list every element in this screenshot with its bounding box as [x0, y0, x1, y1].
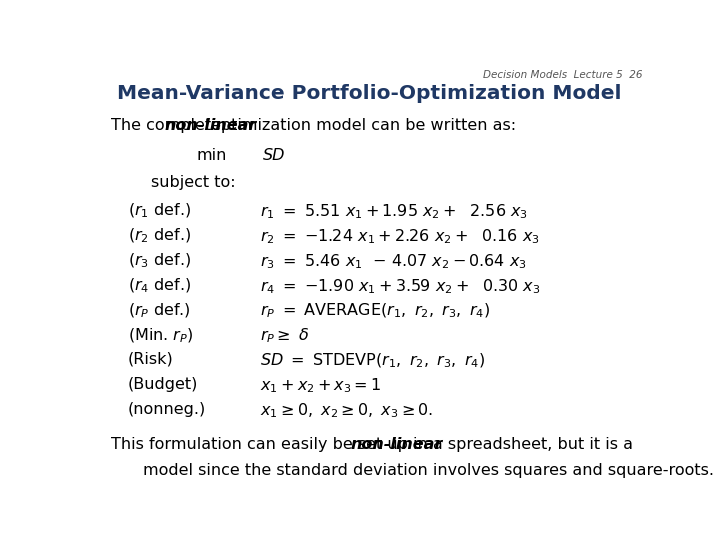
Text: $r_3\ =\ 5.46\ x_1\ \ {-}\ 4.07\ x_2 - 0.64\ x_3$: $r_3\ =\ 5.46\ x_1\ \ {-}\ 4.07\ x_2 - 0…: [260, 252, 527, 271]
Text: optimization model can be written as:: optimization model can be written as:: [205, 118, 516, 133]
Text: $x_1 \geq 0,\ x_2 \geq 0,\ x_3 \geq 0.$: $x_1 \geq 0,\ x_2 \geq 0,\ x_3 \geq 0.$: [260, 402, 433, 420]
Text: This formulation can easily be set up in a spreadsheet, but it is a: This formulation can easily be set up in…: [111, 437, 639, 452]
Text: $(r_P$ def.): $(r_P$ def.): [128, 302, 191, 320]
Text: non-linear: non-linear: [165, 118, 257, 133]
Text: The complete: The complete: [111, 118, 226, 133]
Text: (Min. $r_P)$: (Min. $r_P)$: [128, 327, 194, 345]
Text: $r_P\ =\ \mathrm{AVERAGE}(r_1,\ r_2,\ r_3,\ r_4)$: $r_P\ =\ \mathrm{AVERAGE}(r_1,\ r_2,\ r_…: [260, 302, 490, 320]
Text: $r_P \geq\ \delta$: $r_P \geq\ \delta$: [260, 327, 310, 346]
Text: non-linear: non-linear: [350, 437, 443, 452]
Text: model since the standard deviation involves squares and square-roots.: model since the standard deviation invol…: [143, 463, 714, 478]
Text: SD: SD: [263, 148, 285, 163]
Text: subject to:: subject to:: [151, 175, 236, 190]
Text: Decision Models  Lecture 5  26: Decision Models Lecture 5 26: [483, 70, 642, 80]
Text: $SD\ =\ \mathrm{STDEVP}(r_1,\ r_2,\ r_3,\ r_4)$: $SD\ =\ \mathrm{STDEVP}(r_1,\ r_2,\ r_3,…: [260, 352, 485, 370]
Text: $r_4\ =\ {-}1.90\ x_1 + 3.59\ x_2 +\ \ 0.30\ x_3$: $r_4\ =\ {-}1.90\ x_1 + 3.59\ x_2 +\ \ 0…: [260, 277, 541, 295]
Text: $(r_3$ def.): $(r_3$ def.): [128, 252, 191, 271]
Text: min: min: [196, 148, 226, 163]
Text: (nonneg.): (nonneg.): [128, 402, 206, 416]
Text: $(r_4$ def.): $(r_4$ def.): [128, 277, 191, 295]
Text: Mean-Variance Portfolio-Optimization Model: Mean-Variance Portfolio-Optimization Mod…: [117, 84, 621, 103]
Text: (Budget): (Budget): [128, 376, 198, 392]
Text: $(r_2$ def.): $(r_2$ def.): [128, 227, 191, 245]
Text: $r_1\ =\ 5.51\ x_1 + 1.95\ x_2 +\ \ 2.56\ x_3$: $r_1\ =\ 5.51\ x_1 + 1.95\ x_2 +\ \ 2.56…: [260, 202, 528, 221]
Text: (Risk): (Risk): [128, 352, 174, 367]
Text: $(r_1$ def.): $(r_1$ def.): [128, 202, 191, 220]
Text: $x_1 + x_2 + x_3 = 1$: $x_1 + x_2 + x_3 = 1$: [260, 376, 382, 395]
Text: $r_2\ =\ {-}1.24\ x_1 + 2.26\ x_2 +\ \ 0.16\ x_3$: $r_2\ =\ {-}1.24\ x_1 + 2.26\ x_2 +\ \ 0…: [260, 227, 540, 246]
